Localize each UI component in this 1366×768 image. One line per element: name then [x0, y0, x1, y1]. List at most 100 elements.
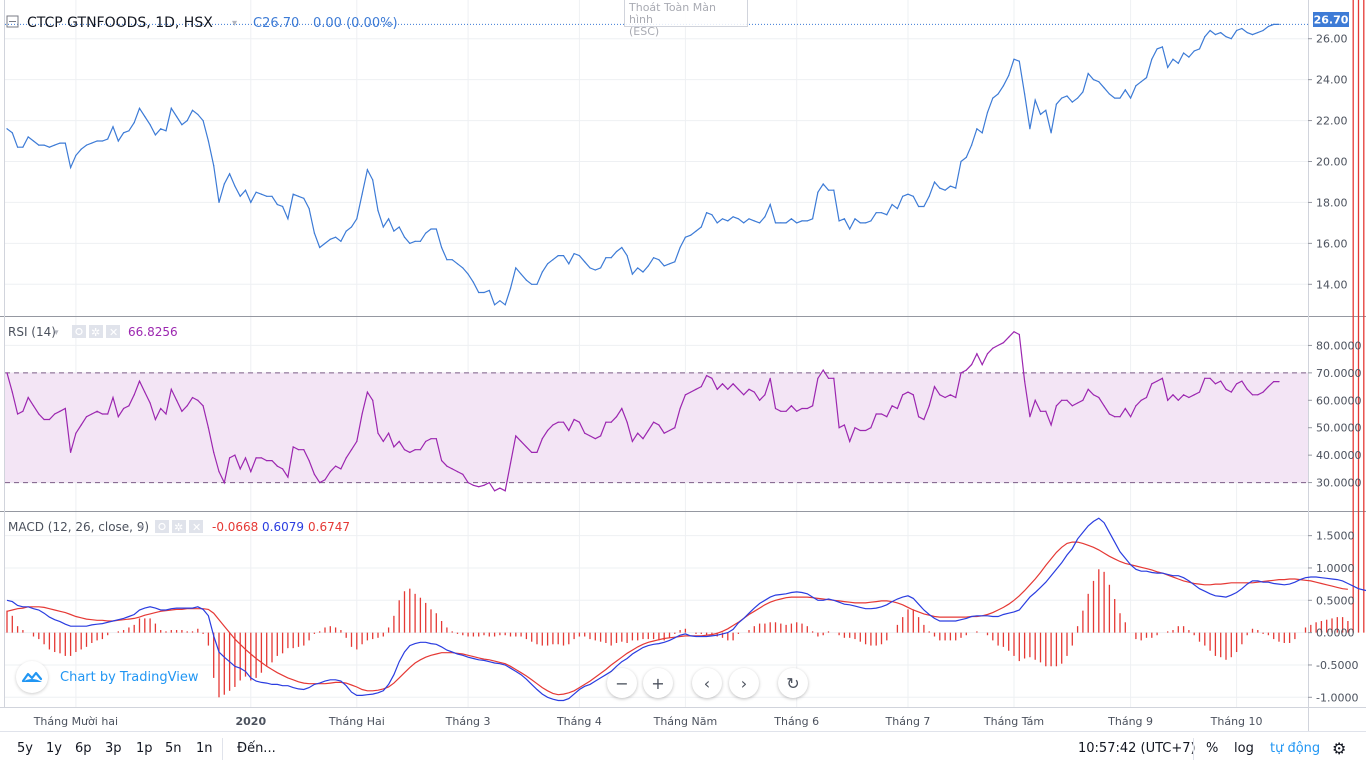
price-point [319, 246, 321, 249]
chevron-down-icon[interactable]: ▾ [139, 523, 144, 533]
rsi-point [1262, 391, 1264, 393]
price-point [356, 218, 358, 220]
price-point [1135, 85, 1137, 87]
rsi-pane[interactable] [5, 330, 1308, 492]
tradingview-branding[interactable]: Chart by TradingView [16, 660, 206, 694]
rsi-point [287, 476, 289, 478]
chevron-down-icon[interactable]: ▾ [232, 18, 237, 29]
rsi-point [1156, 380, 1158, 382]
zoom-out-button[interactable]: − [607, 668, 637, 698]
gear-icon[interactable] [172, 520, 186, 533]
rsi-point [1055, 405, 1057, 407]
clock-timezone[interactable]: 10:57:42 (UTC+7) [1078, 741, 1196, 756]
time-axis-label: Tháng 10 [1210, 715, 1263, 728]
price-point [1236, 29, 1238, 32]
eye-icon[interactable] [155, 520, 169, 533]
range-button-6p[interactable]: 6p [75, 741, 92, 756]
price-point [737, 218, 740, 220]
price-point [817, 191, 819, 193]
exit-fullscreen-hint[interactable]: Thoát Toàn Màn hình (ESC) [624, 0, 748, 38]
close-value: C26.70 [253, 16, 299, 31]
price-point [806, 220, 808, 222]
price-point [1050, 132, 1052, 134]
macd-axis-label: 1.0000 [1316, 562, 1355, 575]
rsi-point [319, 481, 321, 484]
price-point [1008, 74, 1010, 77]
collapse-icon[interactable] [6, 15, 19, 28]
rsi-point [1018, 333, 1020, 336]
close-icon[interactable] [106, 325, 120, 338]
range-button-1n[interactable]: 1n [196, 741, 213, 756]
price-point [700, 226, 702, 228]
close-icon-glyph: ✕ [192, 521, 201, 534]
range-button-5y[interactable]: 5y [17, 741, 33, 756]
last-price-value: 26.70 [1314, 14, 1349, 27]
price-point [859, 222, 861, 224]
rsi-point [202, 405, 204, 407]
time-axis-label: Tháng Mười hai [33, 715, 118, 728]
price-point [653, 257, 655, 259]
price-point [600, 267, 602, 269]
zoom-in-button[interactable]: + [643, 668, 673, 698]
range-button-1y[interactable]: 1y [46, 741, 62, 756]
price-point [462, 267, 464, 269]
price-point [366, 169, 368, 171]
rsi-point [870, 427, 872, 429]
close-icon[interactable] [189, 520, 203, 533]
rsi-point [642, 438, 644, 440]
chevron-down-icon[interactable]: ▾ [54, 328, 59, 338]
range-button-3p[interactable]: 3p [105, 741, 122, 756]
price-point [589, 267, 591, 269]
rsi-point [1071, 405, 1073, 407]
rsi-point [727, 388, 729, 390]
rsi-point [96, 410, 98, 412]
price-pane[interactable] [5, 23, 1308, 306]
price-point [594, 269, 596, 271]
macd-pane[interactable] [6, 0, 1366, 702]
rsi-point [1002, 342, 1005, 344]
rsi-point [1114, 416, 1116, 418]
reset-chart-button[interactable]: ↻ [778, 668, 808, 698]
price-point [796, 222, 798, 224]
rsi-point [1082, 399, 1084, 401]
eye-icon[interactable] [72, 325, 86, 338]
macd-axis-label: -0.5000 [1316, 659, 1358, 672]
log-toggle[interactable]: log [1234, 741, 1254, 756]
auto-scale-toggle[interactable]: tự động [1270, 741, 1321, 756]
price-point [721, 218, 724, 220]
scroll-right-button[interactable]: › [729, 668, 759, 698]
rsi-point [123, 407, 125, 410]
rsi-point [340, 468, 342, 470]
range-button-1p[interactable]: 1p [136, 741, 153, 756]
rsi-point [626, 421, 628, 423]
price-axis[interactable]: Tháng Mười hai 2020 Tháng Hai Tháng 3 Tháng … [33, 33, 1362, 728]
rsi-point [1183, 394, 1185, 396]
gear-icon[interactable]: ⚙ [1332, 739, 1347, 758]
price-point [732, 216, 734, 218]
price-point [1124, 89, 1126, 91]
price-point [388, 218, 390, 220]
toolbar-divider [1193, 738, 1194, 760]
rsi-point [748, 388, 750, 390]
gear-icon[interactable] [89, 325, 103, 338]
price-point [117, 140, 119, 142]
percent-toggle[interactable]: % [1206, 741, 1219, 756]
goto-date-button[interactable]: Đến... [237, 741, 276, 756]
rsi-point [573, 418, 575, 421]
price-point [1273, 23, 1275, 25]
range-button-5n[interactable]: 5n [165, 741, 182, 756]
rsi-point [244, 457, 247, 459]
price-point [6, 128, 8, 130]
rsi-point [1024, 380, 1026, 382]
rsi-point [589, 435, 591, 437]
price-point [1183, 52, 1185, 54]
rsi-point [1230, 391, 1232, 393]
rsi-point [600, 435, 602, 437]
price-point [531, 283, 533, 285]
price-point [165, 130, 167, 132]
chart-canvas[interactable]: Tháng Mười hai 2020 Tháng Hai Tháng 3 Tháng … [0, 0, 1366, 731]
price-point [605, 257, 607, 259]
macd-hist-value: -0.0668 [212, 520, 258, 534]
scroll-left-button[interactable]: ‹ [692, 668, 722, 698]
rsi-point [398, 440, 400, 443]
